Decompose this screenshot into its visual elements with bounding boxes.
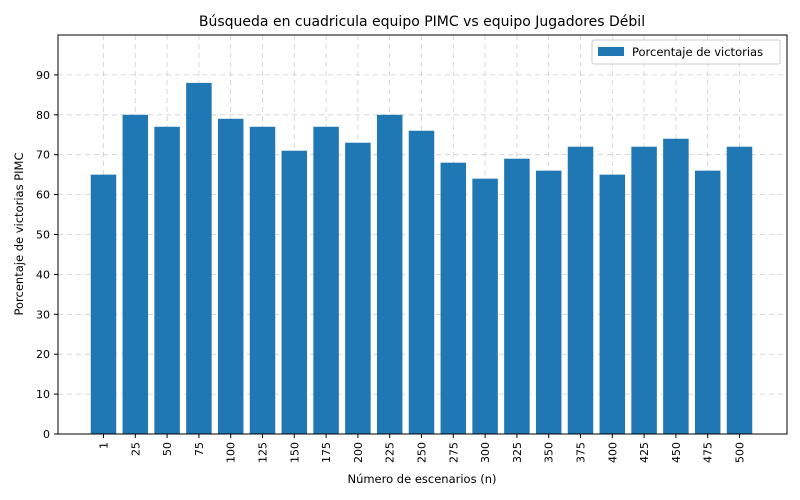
y-tick-label: 30: [36, 308, 50, 321]
bar: [408, 130, 435, 434]
x-tick-label: 300: [479, 442, 492, 463]
y-tick-label: 70: [36, 149, 50, 162]
x-tick-label: 200: [352, 442, 365, 463]
bar: [663, 138, 689, 435]
x-tick-label: 175: [320, 442, 333, 463]
bar: [567, 146, 594, 434]
y-tick-label: 40: [36, 268, 50, 281]
bar: [504, 158, 530, 434]
x-tick-label: 350: [543, 442, 556, 463]
bar: [694, 170, 721, 434]
bars: [90, 82, 753, 435]
x-tick-label: 400: [606, 442, 619, 463]
bar: [599, 174, 626, 434]
y-axis-label: Porcentaje de victorias PIMC: [12, 153, 26, 316]
x-tick-label: 150: [288, 442, 301, 463]
x-tick-label: 1: [98, 442, 111, 449]
bar: [186, 82, 212, 434]
bar: [535, 170, 562, 434]
y-tick-label: 80: [36, 109, 50, 122]
x-tick-label: 325: [511, 442, 524, 463]
bar: [631, 146, 657, 434]
x-tick-label: 100: [225, 442, 238, 463]
bar: [726, 146, 753, 434]
x-tick-label: 75: [193, 442, 206, 456]
x-tick-label: 425: [638, 442, 651, 463]
x-tick-label: 475: [702, 442, 715, 463]
x-tick-label: 500: [734, 442, 747, 463]
legend-swatch: [598, 47, 624, 56]
y-tick-label: 60: [36, 189, 50, 202]
legend: Porcentaje de victorias: [591, 39, 781, 65]
bar: [90, 174, 117, 434]
x-axis-label: Número de escenarios (n): [347, 472, 496, 486]
bar: [472, 178, 498, 434]
bar: [281, 150, 308, 434]
x-tick-label: 125: [257, 442, 270, 463]
bar: [154, 126, 180, 435]
y-tick-label: 0: [43, 428, 50, 441]
y-axis-ticks: 0 10 20 30 40 50 60 70 80 90: [36, 69, 58, 441]
legend-label: Porcentaje de victorias: [632, 45, 763, 59]
y-tick-label: 10: [36, 388, 50, 401]
bar: [122, 114, 149, 435]
bar: [345, 142, 371, 435]
bar: [313, 126, 339, 435]
x-tick-label: 25: [129, 442, 142, 456]
y-tick-label: 20: [36, 348, 50, 361]
y-tick-label: 50: [36, 229, 50, 242]
chart-title: Búsqueda en cuadricula equipo PIMC vs eq…: [199, 14, 645, 30]
x-tick-label: 50: [161, 442, 174, 456]
legend-frame: [591, 39, 781, 65]
x-tick-label: 375: [575, 442, 588, 463]
bar: [249, 126, 276, 435]
x-tick-label: 275: [447, 442, 460, 463]
bar: [217, 118, 244, 434]
x-axis-ticks: 1 25 50 75 100 125 150 175 200 225 250 275 300 325 350…: [98, 434, 747, 463]
bar: [440, 162, 467, 434]
bar: [376, 114, 403, 435]
x-tick-label: 250: [416, 442, 429, 463]
y-tick-label: 90: [36, 69, 50, 82]
x-tick-label: 225: [384, 442, 397, 463]
x-tick-label: 450: [670, 442, 683, 463]
